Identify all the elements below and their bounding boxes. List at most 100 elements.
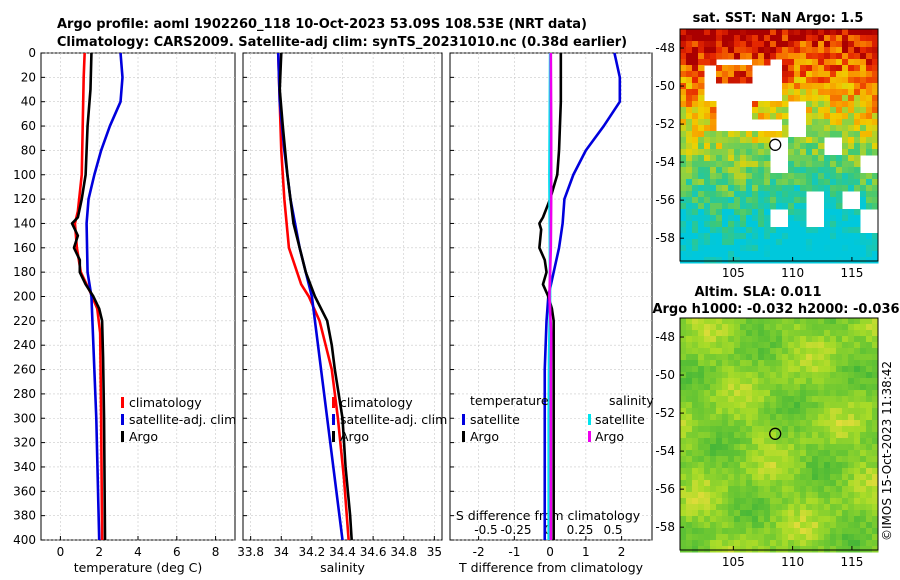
map-cell (698, 414, 705, 421)
map-cell (794, 486, 801, 493)
map-cell (806, 47, 813, 54)
y-tick-label: 400 (13, 533, 36, 547)
map-cell (788, 197, 795, 204)
map-cell (680, 101, 687, 108)
map-cell (722, 77, 729, 84)
map-cell (746, 41, 753, 48)
map-cell (794, 504, 801, 511)
map-cell (836, 65, 843, 72)
map-cell (710, 366, 717, 373)
map-cell (740, 432, 747, 439)
map-cell (812, 384, 819, 391)
map-cell (800, 324, 807, 331)
map-cell (866, 528, 873, 535)
map-cell (704, 330, 711, 337)
map-cell (860, 173, 867, 180)
map-cell (860, 53, 867, 60)
map-cell (872, 402, 879, 409)
map-cell (734, 227, 741, 234)
map-cell (806, 318, 813, 325)
map-cell (698, 504, 705, 511)
map-cell (794, 384, 801, 391)
map-cell (824, 360, 831, 367)
map-cell (824, 384, 831, 391)
map-cell (806, 245, 813, 252)
map-cell (800, 239, 807, 246)
map-cell (836, 215, 843, 222)
map-cell (806, 420, 813, 427)
map-frame (679, 28, 879, 262)
map-cell (710, 456, 717, 463)
map-cell (740, 53, 747, 60)
map-cell (698, 167, 705, 174)
map-cell (842, 348, 849, 355)
map-cell (830, 77, 837, 84)
map-cell (806, 324, 813, 331)
map-cell (758, 486, 765, 493)
map-cell (758, 318, 765, 325)
map-cell (824, 438, 831, 445)
map-cell (872, 432, 879, 439)
map-cell (860, 330, 867, 337)
map-cell (746, 408, 753, 415)
map-cell (704, 137, 711, 144)
map-cell (698, 113, 705, 120)
map-cell (770, 414, 777, 421)
map-cell (764, 257, 771, 264)
map-cell (872, 257, 879, 264)
map-cell (746, 474, 753, 481)
map-cell (842, 480, 849, 487)
map-cell (728, 522, 735, 529)
map-cell (728, 384, 735, 391)
map-cell (746, 516, 753, 523)
map-cell (848, 408, 855, 415)
map-cell (698, 59, 705, 66)
map-cell (800, 89, 807, 96)
map-cell (692, 251, 699, 258)
map-cell (872, 143, 879, 150)
map-cell (764, 233, 771, 240)
map-cell (734, 203, 741, 210)
map-cell (842, 29, 849, 36)
map-cell (794, 191, 801, 198)
map-cell (728, 233, 735, 240)
map-cell (794, 155, 801, 162)
map-cell (776, 378, 783, 385)
map-cell (782, 65, 789, 72)
map-cell (752, 137, 759, 144)
map-cell (782, 197, 789, 204)
map-cell (854, 173, 861, 180)
map-cell (716, 408, 723, 415)
map-cell (782, 468, 789, 475)
map-cell (854, 209, 861, 216)
map-cell (764, 384, 771, 391)
map-cell (818, 468, 825, 475)
map-cell (728, 342, 735, 349)
map-cell (740, 486, 747, 493)
map-cell (794, 480, 801, 487)
map-cell (818, 480, 825, 487)
map-cell (824, 408, 831, 415)
map-cell (698, 215, 705, 222)
map-cell (830, 35, 837, 42)
map-cell (860, 462, 867, 469)
map-cell (818, 342, 825, 349)
map-cell (782, 95, 789, 102)
map-cell (812, 233, 819, 240)
map-cell (752, 522, 759, 529)
map-cell (722, 504, 729, 511)
map-cell (722, 396, 729, 403)
map-cell (854, 468, 861, 475)
map-cell (740, 29, 747, 36)
map-y-tick-label: -56 (655, 193, 675, 207)
map-cell (710, 137, 717, 144)
map-cell (716, 456, 723, 463)
map-cell (746, 390, 753, 397)
copyright-side-text: ©IMOS 15-Oct-2023 11:38:42 (880, 361, 894, 541)
map-cell (698, 35, 705, 42)
map-cell (728, 330, 735, 337)
x-tick-label: -1 (508, 545, 520, 559)
map-cell (854, 390, 861, 397)
map-cell (872, 414, 879, 421)
map-cell (860, 516, 867, 523)
